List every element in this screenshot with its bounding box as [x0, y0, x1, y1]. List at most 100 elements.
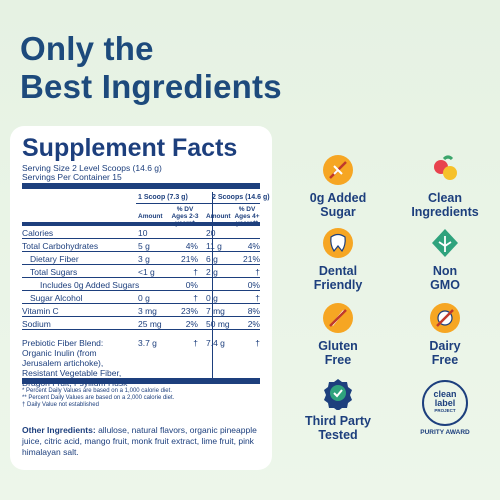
badge-label: Sugar: [320, 205, 356, 219]
cell: †: [255, 338, 260, 348]
other-ingredients-label: Other Ingredients:: [22, 425, 96, 435]
badge-label: Tested: [318, 428, 358, 442]
icon: [430, 303, 460, 333]
column-separator: [212, 192, 213, 378]
cell: 0 g: [206, 293, 218, 303]
icon: [323, 228, 353, 258]
headline: Best Ingredients: [20, 68, 282, 105]
headline: Only the: [20, 30, 154, 67]
column-header: 2 Scoops (14.6 g): [212, 194, 270, 201]
cell: †: [193, 293, 198, 303]
badge-label: Clean: [427, 191, 463, 205]
facts-row: Sugar Alcohol 0 g † 0 g †: [22, 291, 260, 304]
badge-label: Dairy: [429, 339, 461, 353]
badge-label: Ingredients: [411, 205, 479, 219]
cell: 50 mg: [206, 319, 230, 329]
cell: 2%: [247, 319, 260, 329]
other-ingredients: Other Ingredients: allulose, natural fla…: [22, 425, 262, 458]
icon: [324, 379, 352, 410]
badge-label: Free: [431, 353, 459, 367]
cell: 7.4 g: [206, 338, 225, 348]
cell: 0%: [247, 280, 260, 290]
facts-row: Total Sugars <1 g † 2 g †: [22, 265, 260, 278]
cell: 7 mg: [206, 306, 225, 316]
cell: †: [193, 267, 198, 277]
facts-row: Includes 0g Added Sugars 0% 0%: [22, 278, 260, 291]
badge-label: Friendly: [313, 278, 363, 292]
facts-row: Sodium 25 mg 2% 50 mg 2%: [22, 317, 260, 330]
servings-per-container: Servings Per Container 15: [22, 172, 122, 182]
row-name: Sodium: [22, 319, 51, 329]
cell: 23%: [180, 306, 198, 316]
cell: 4%: [185, 241, 198, 251]
badge: Dairy Free: [395, 301, 495, 367]
cell: †: [255, 267, 260, 277]
serving-size: Serving Size 2 Level Scoops (14.6 g): [22, 163, 162, 173]
badge: Third Party Tested: [288, 376, 388, 442]
badge-label: Third Party: [305, 414, 371, 428]
row-name: Total Carbohydrates: [22, 241, 99, 251]
row-name: Dietary Fiber: [30, 254, 79, 264]
other-ingredients-text: allulose, natural flavors, organic pinea…: [22, 425, 257, 457]
clean-label-logo: clean label PROJECT: [422, 380, 468, 426]
footnote: † Daily Value not established: [22, 402, 99, 408]
facts-row: Vitamin C 3 mg 23% 7 mg 8%: [22, 304, 260, 317]
column-amount: Amount: [206, 213, 231, 220]
icon: [323, 303, 353, 333]
row-name: Vitamin C: [22, 306, 59, 316]
badge-label: PURITY AWARD: [420, 429, 470, 436]
logo-text: clean label: [433, 389, 457, 408]
cell: 20: [206, 228, 216, 238]
badge: clean label PROJECT PURITY AWARD: [395, 380, 495, 437]
badge-label: 0g Added: [309, 191, 367, 205]
badge: Non GMO: [395, 226, 495, 292]
column-header: 1 Scoop (7.3 g): [138, 194, 188, 201]
badge: Clean Ingredients: [395, 153, 495, 219]
cell: †: [255, 293, 260, 303]
supplement-facts-panel: Supplement Facts Serving Size 2 Level Sc…: [10, 126, 272, 470]
cell: 2 g: [206, 267, 218, 277]
panel-title: Supplement Facts: [22, 134, 238, 162]
cell: 6 g: [206, 254, 218, 264]
row-name: Sugar Alcohol: [30, 293, 83, 303]
column-amount: Amount: [138, 213, 163, 220]
cell: 3 mg: [138, 306, 157, 316]
facts-row: Total Carbohydrates 5 g 4% 11 g 4%: [22, 239, 260, 252]
facts-row: Dietary Fiber 3 g 21% 6 g 21%: [22, 252, 260, 265]
badge: Gluten Free: [288, 301, 388, 367]
cell: 10: [138, 228, 148, 238]
footnote: * Percent Daily Values are based on a 1,…: [22, 388, 172, 394]
badge: Dental Friendly: [288, 226, 388, 292]
cell: †: [193, 338, 198, 348]
cell: 0 g: [138, 293, 150, 303]
badge-label: GMO: [430, 278, 460, 292]
logo-text: PROJECT: [434, 408, 456, 413]
cell: 3.7 g: [138, 338, 157, 348]
badge-label: Non: [432, 264, 458, 278]
divider: [22, 378, 260, 384]
facts-row: Calories 10 20: [22, 226, 260, 239]
cell: 25 mg: [138, 319, 162, 329]
cell: 8%: [247, 306, 260, 316]
cell: 2%: [185, 319, 198, 329]
row-name: Calories: [22, 228, 54, 238]
divider: [22, 222, 260, 226]
icon: [434, 155, 457, 180]
divider: [22, 183, 260, 189]
cell: 0%: [185, 280, 198, 290]
divider: [136, 203, 260, 204]
row-name: Total Sugars: [30, 267, 78, 277]
cell: 5 g: [138, 241, 150, 251]
footnote: ** Percent Daily Values are based on a 2…: [22, 395, 175, 401]
icon: [323, 155, 353, 185]
badge: 0g Added Sugar: [288, 153, 388, 219]
row-name: Includes 0g Added Sugars: [40, 280, 140, 290]
badge-label: Free: [324, 353, 352, 367]
icon: [432, 229, 458, 257]
cell: 4%: [247, 241, 260, 251]
cell: 11 g: [206, 241, 222, 251]
badge-label: Dental: [318, 264, 358, 278]
cell: <1 g: [138, 267, 155, 277]
cell: 21%: [180, 254, 198, 264]
